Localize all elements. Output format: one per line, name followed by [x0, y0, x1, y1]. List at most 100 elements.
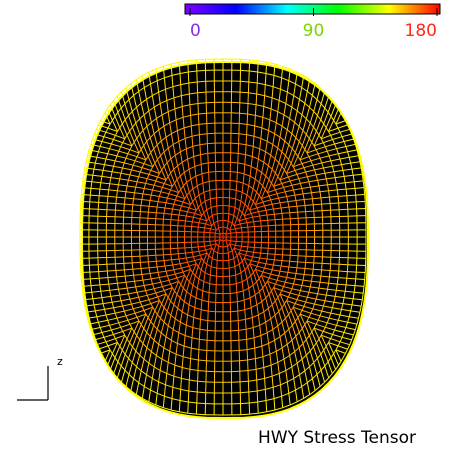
mesh-line	[105, 127, 109, 133]
mesh-line	[143, 310, 147, 315]
mesh-line	[168, 277, 178, 281]
mesh-line	[173, 269, 176, 275]
mesh-line	[297, 313, 301, 318]
mesh-line	[184, 335, 193, 339]
mesh-line	[280, 381, 288, 386]
mesh-line	[218, 227, 221, 235]
mesh-line	[174, 155, 179, 166]
mesh-line	[345, 181, 355, 184]
mesh-line	[153, 144, 158, 150]
mesh-line	[243, 215, 247, 220]
mesh-line	[115, 310, 125, 314]
mesh-line	[241, 227, 243, 233]
mesh-line	[187, 390, 190, 403]
mesh-line	[351, 334, 354, 341]
mesh-line	[204, 201, 208, 210]
mesh-line	[215, 232, 221, 235]
mesh-line	[188, 70, 197, 73]
mesh-line	[303, 305, 313, 310]
mesh-line	[237, 162, 245, 165]
colorbar-tick-label: 0	[190, 21, 201, 41]
mesh-line	[199, 215, 203, 220]
mesh-line	[281, 155, 286, 167]
mesh-line	[229, 243, 236, 246]
mesh-line	[157, 296, 160, 301]
mesh-line	[165, 271, 168, 277]
mesh-line	[109, 288, 119, 291]
mesh-line	[293, 378, 296, 391]
mesh-line	[188, 192, 194, 202]
mesh-line	[263, 151, 267, 163]
mesh-line	[170, 63, 173, 76]
mesh-line	[136, 152, 140, 157]
mesh-line	[136, 292, 140, 298]
mesh-line	[179, 73, 182, 85]
mesh-line	[323, 346, 327, 351]
mesh-line	[87, 155, 97, 158]
mesh-line	[122, 303, 132, 307]
mesh-line	[281, 114, 285, 127]
mesh-line	[249, 294, 256, 299]
mesh-line	[202, 183, 205, 193]
mesh-line	[140, 268, 143, 275]
mesh-line	[148, 401, 157, 406]
mesh-line	[261, 172, 267, 177]
mesh-line	[181, 158, 188, 163]
mesh-line	[272, 269, 281, 272]
mesh-line	[114, 338, 118, 343]
mesh-line	[115, 160, 125, 164]
mesh-line	[280, 207, 283, 214]
mesh-line	[321, 310, 331, 314]
mesh-line	[290, 292, 299, 296]
mesh-line	[150, 303, 154, 308]
mesh-line	[246, 278, 250, 289]
mesh-line	[337, 153, 341, 160]
mesh-line	[266, 192, 270, 197]
mesh-line	[177, 161, 183, 167]
mesh-line	[280, 77, 283, 90]
mesh-line	[244, 203, 249, 208]
mesh-line	[139, 354, 145, 360]
mesh-line	[294, 351, 298, 364]
mesh-line	[143, 374, 147, 387]
mesh-line	[124, 276, 127, 283]
mesh-line	[116, 317, 120, 323]
mesh-line	[209, 188, 217, 191]
mesh-line	[312, 303, 315, 309]
mesh-line	[113, 305, 123, 309]
mesh-line	[252, 136, 255, 147]
mesh-line	[253, 220, 261, 223]
mesh-line	[256, 281, 260, 292]
mesh-line	[128, 179, 138, 183]
mesh-line	[178, 138, 186, 142]
mesh-line	[330, 116, 335, 121]
mesh-line	[160, 282, 163, 287]
mesh-line	[249, 166, 252, 177]
mesh-line	[150, 122, 155, 134]
mesh-line	[295, 267, 298, 274]
mesh-line	[227, 213, 230, 222]
mesh-line	[351, 304, 362, 307]
mesh-line	[156, 144, 161, 156]
mesh-line	[300, 181, 309, 184]
mesh-line	[163, 126, 167, 138]
mesh-line	[311, 280, 321, 283]
mesh-line	[128, 115, 133, 128]
mesh-line	[192, 188, 196, 199]
mesh-line	[121, 119, 126, 125]
mesh-line	[326, 151, 330, 157]
mesh-line	[211, 247, 215, 252]
mesh-line	[243, 207, 249, 216]
mesh-line	[298, 178, 301, 184]
mesh-line	[157, 155, 161, 160]
mesh-line	[122, 142, 133, 147]
mesh-line	[105, 341, 109, 347]
mesh-line	[301, 306, 305, 311]
mesh-line	[179, 60, 188, 63]
mesh-line	[142, 126, 148, 131]
mesh-line	[134, 160, 145, 165]
mesh-line	[246, 221, 254, 224]
mesh-line	[176, 332, 180, 344]
mesh-line	[270, 154, 276, 160]
mesh-line	[236, 292, 238, 302]
